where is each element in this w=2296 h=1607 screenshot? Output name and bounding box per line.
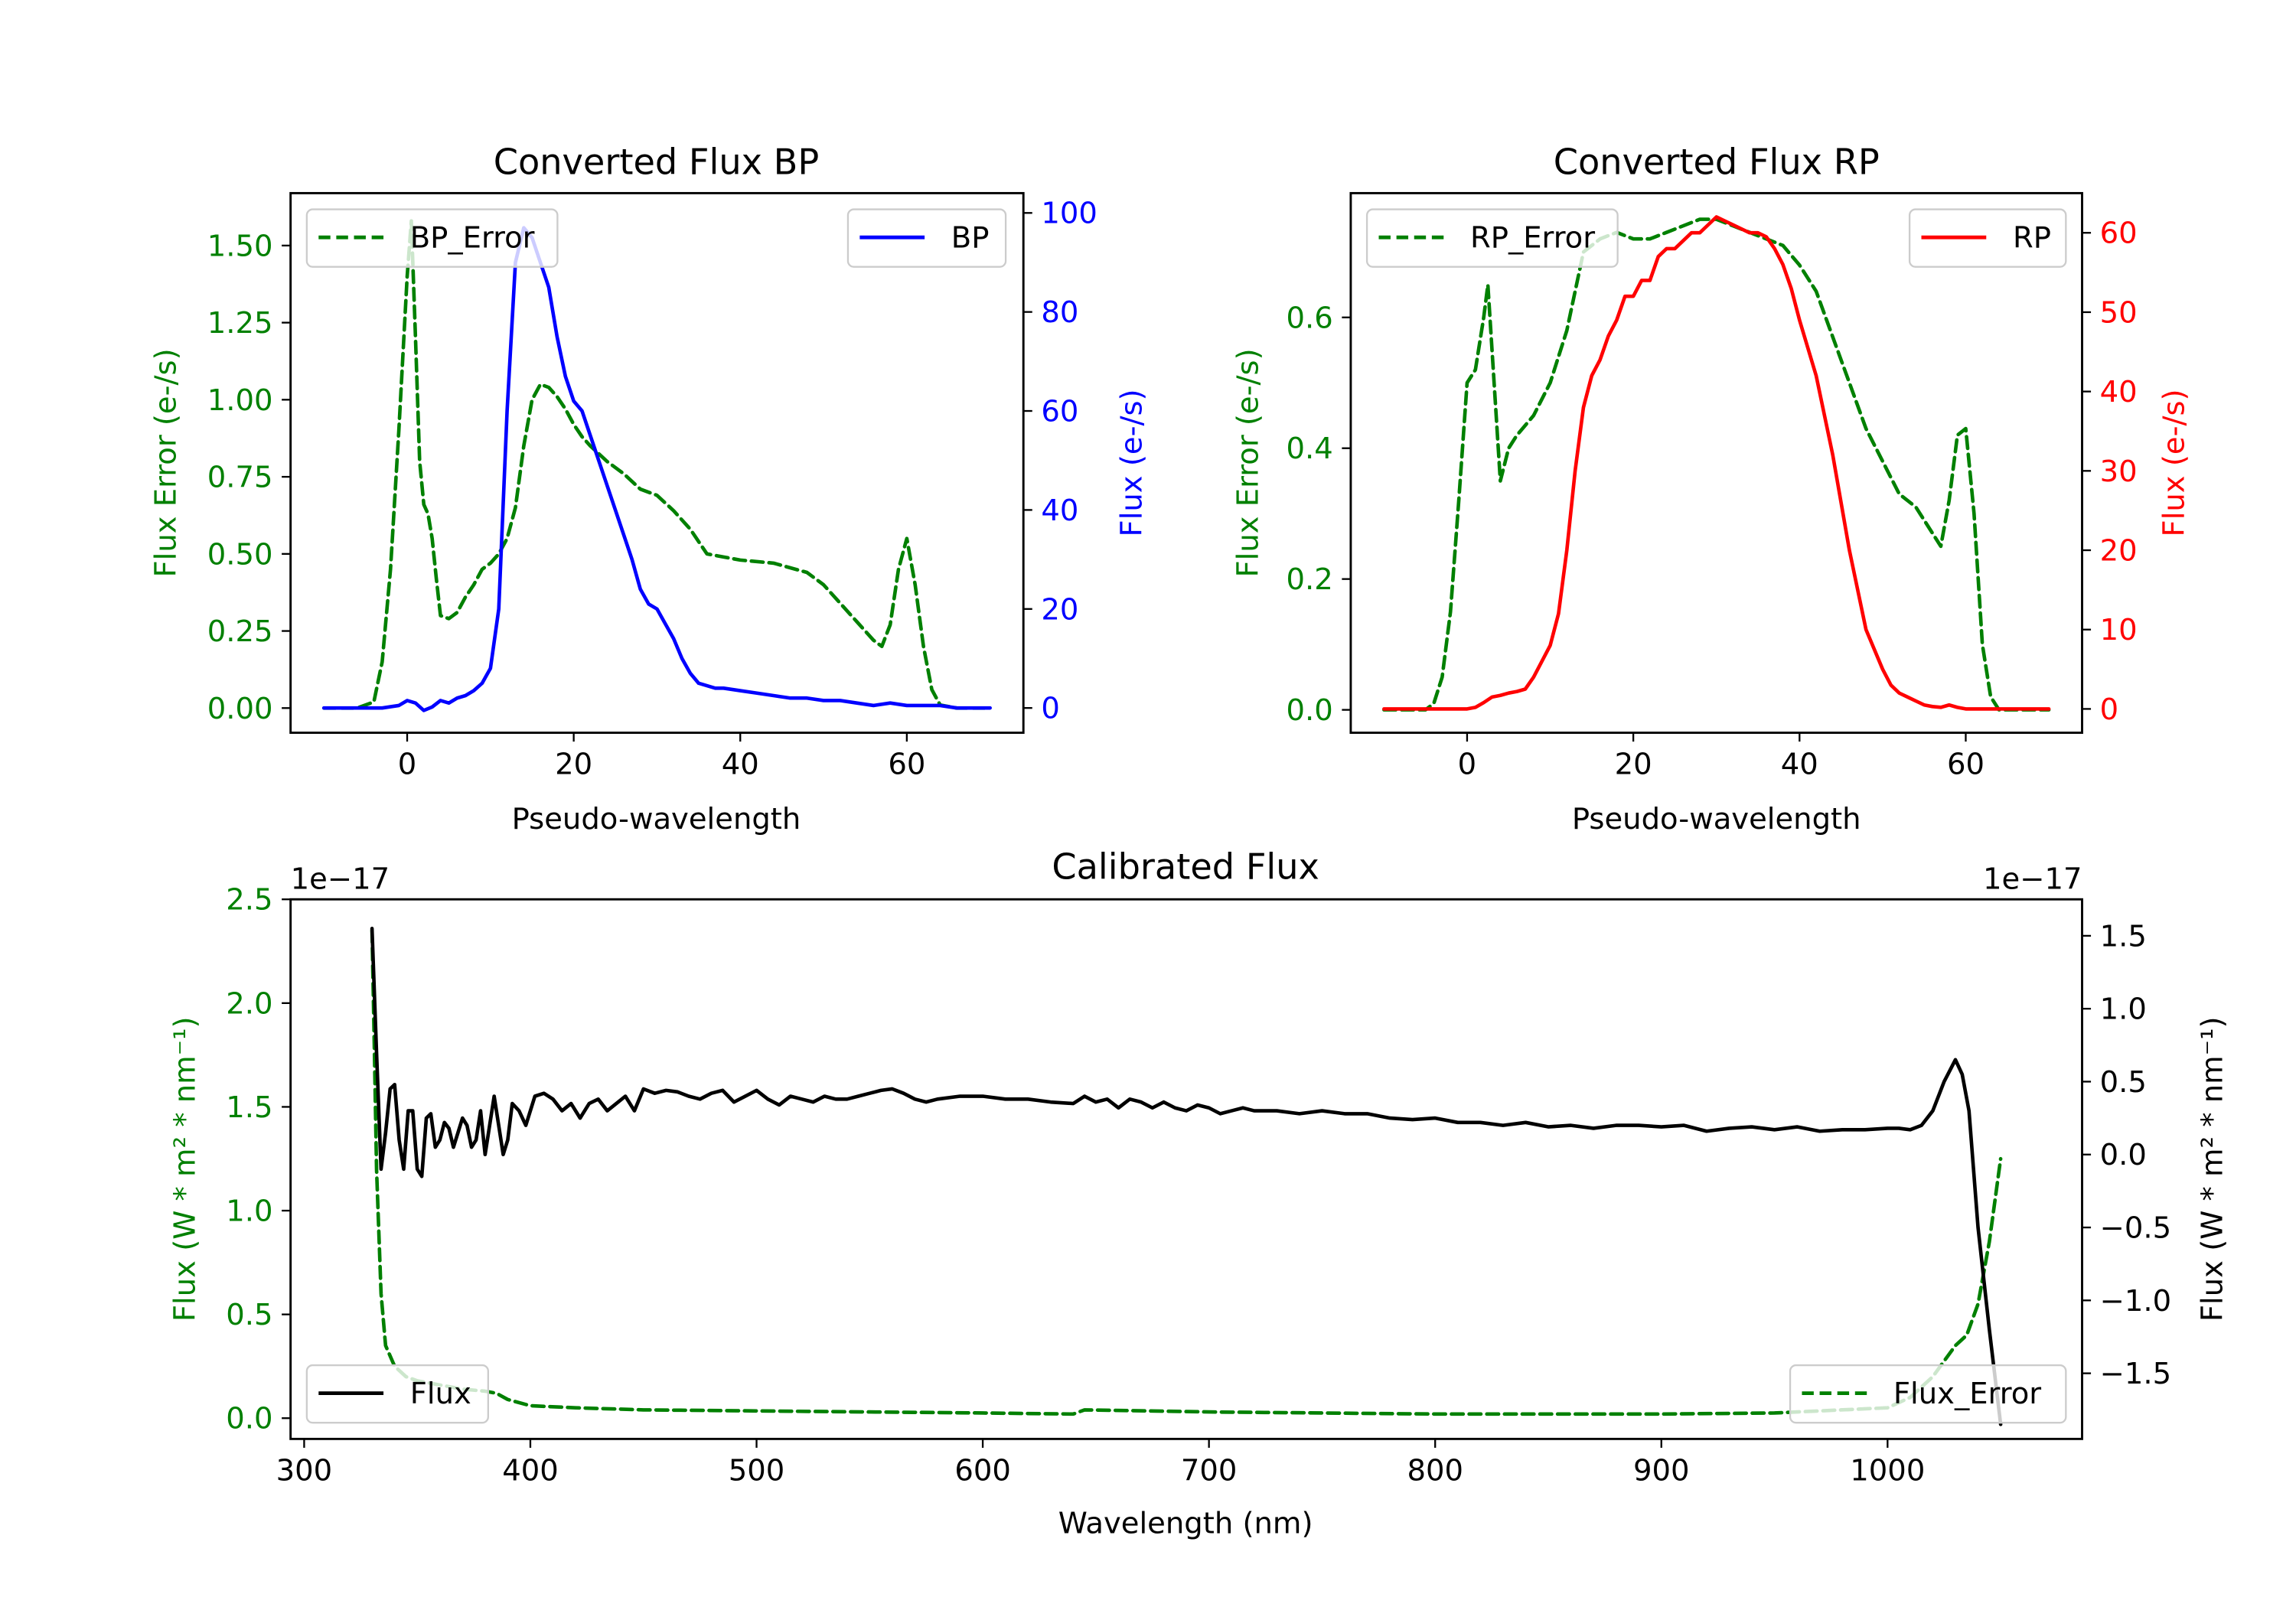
rp-ytick-right-label: 60 [2100,217,2138,251]
calibrated-offset-left: 1e−17 [291,862,390,897]
bp-xlabel: Pseudo-wavelength [512,802,801,836]
bp-ytick-left-label: 1.00 [207,383,273,418]
rp-ytick-right-label: 30 [2100,455,2138,489]
calibrated-xtick-label: 700 [1181,1453,1238,1488]
calibrated-ytick-right-label: −0.5 [2100,1211,2172,1246]
bp-ytick-right-label: 0 [1041,692,1060,726]
calibrated-ytick-left-label: 2.0 [226,986,272,1021]
rp-ytick-left-label: 0.6 [1287,301,1333,335]
bp-ytick-right-label: 60 [1041,395,1078,429]
calibrated-ytick-right-label: 1.0 [2100,993,2147,1027]
calibrated-xtick-label: 800 [1407,1453,1463,1488]
calibrated-xtick-label: 300 [276,1453,333,1488]
calibrated-legend-error-label: Flux_Error [1893,1377,2041,1411]
rp-ytick-left-label: 0.4 [1287,432,1333,466]
calibrated-xtick-label: 900 [1633,1453,1690,1488]
bp-ytick-left-label: 1.50 [207,229,273,263]
calibrated-ytick-right-label: 1.5 [2100,919,2147,953]
rp-ytick-right-label: 0 [2100,693,2119,727]
bp-plot-frame [289,191,1025,734]
bp-ytick-right-label: 80 [1041,295,1078,330]
calibrated-ytick-right-label: 0.0 [2100,1138,2147,1172]
rp-series-rp-error [1382,217,2051,712]
calibrated-legend-flux: Flux [305,1364,489,1424]
calibrated-ylabel-right: Flux (W * m² * nm⁻¹) [2196,1017,2230,1322]
bp-ytick-left-label: 0.25 [207,614,273,649]
bp-xtick-label: 60 [888,747,925,781]
rp-panel: Converted Flux RP 0 20 40 60 0.0 0.2 0.4 0.6 0… [1231,141,2192,836]
calibrated-series-flux [370,927,2003,1426]
rp-legend-flux-label: RP [2013,221,2051,256]
rp-xtick-label: 20 [1615,747,1652,781]
bp-ytick-left-label: 0.75 [207,461,273,495]
rp-legend-flux: RP [1908,208,2067,268]
rp-title: Converted Flux RP [1554,141,1880,182]
rp-ytick-right-label: 40 [2100,375,2138,409]
calibrated-ytick-left-label: 1.0 [226,1195,272,1229]
bp-legend-flux: BP [846,208,1007,268]
calibrated-offset-right: 1e−17 [1983,862,2082,897]
rp-ytick-left-label: 0.2 [1287,562,1333,597]
calibrated-panel: Calibrated Flux 1e−17 1e−17 300 400 500 600… [168,846,2229,1540]
calibrated-title: Calibrated Flux [1052,846,1319,887]
calibrated-ytick-left-label: 0.5 [226,1298,272,1332]
calibrated-xtick-label: 400 [502,1453,559,1488]
bp-ylabel-left: Flux Error (e-/s) [148,348,183,577]
bp-legend-error-label: BP_Error [410,221,535,256]
bp-xtick-label: 0 [398,747,417,781]
calibrated-ytick-right-label: −1.0 [2100,1284,2172,1319]
bp-legend-error: BP_Error [305,208,559,268]
bp-panel: Converted Flux BP 0 20 40 60 0.00 0.25 0.50 0.… [148,141,1149,836]
calibrated-ylabel-left: Flux (W * m² * nm⁻¹) [168,1017,202,1322]
calibrated-ytick-right-label: −1.5 [2100,1357,2172,1391]
bp-xtick-label: 40 [722,747,759,781]
rp-ylabel-right: Flux (e-/s) [2157,389,2191,536]
rp-ytick-right-label: 50 [2100,295,2138,330]
bp-xtick-label: 20 [555,747,592,781]
bp-ytick-left-label: 1.25 [207,306,273,341]
calibrated-legend-error: Flux_Error [1789,1364,2067,1424]
bp-series-bp-error [321,219,992,710]
calibrated-legend-flux-label: Flux [410,1377,471,1411]
bp-title: Converted Flux BP [494,141,820,182]
bp-ytick-right-label: 100 [1041,197,1097,231]
bp-ytick-left-label: 0.00 [207,692,273,726]
rp-series-rp [1382,215,2051,711]
calibrated-ytick-left-label: 0.0 [226,1402,272,1436]
bp-series-bp [321,226,992,712]
calibrated-ytick-left-label: 1.5 [226,1090,272,1125]
bp-ytick-right-label: 40 [1041,494,1078,528]
rp-ylabel-left: Flux Error (e-/s) [1231,348,1266,577]
bp-legend-flux-label: BP [951,221,990,256]
rp-xtick-label: 40 [1781,747,1818,781]
bp-ytick-right-label: 20 [1041,592,1078,627]
calibrated-xtick-label: 1000 [1850,1453,1925,1488]
rp-ytick-right-label: 20 [2100,534,2138,569]
rp-xtick-label: 60 [1947,747,1985,781]
rp-ytick-right-label: 10 [2100,613,2138,647]
calibrated-ytick-left-label: 2.5 [226,883,272,918]
rp-plot-frame [1349,191,2083,734]
rp-legend-error-label: RP_Error [1470,221,1595,256]
rp-xtick-label: 0 [1458,747,1477,781]
calibrated-xtick-label: 600 [954,1453,1011,1488]
calibrated-xtick-label: 500 [729,1453,785,1488]
rp-ytick-left-label: 0.0 [1287,693,1333,728]
bp-ytick-left-label: 0.50 [207,537,273,572]
calibrated-ytick-right-label: 0.5 [2100,1065,2147,1100]
rp-xlabel: Pseudo-wavelength [1572,802,1861,836]
bp-ylabel-right: Flux (e-/s) [1114,389,1149,536]
calibrated-plot-frame [289,898,2083,1440]
calibrated-xlabel: Wavelength (nm) [1058,1507,1313,1541]
rp-legend-error: RP_Error [1365,208,1619,268]
